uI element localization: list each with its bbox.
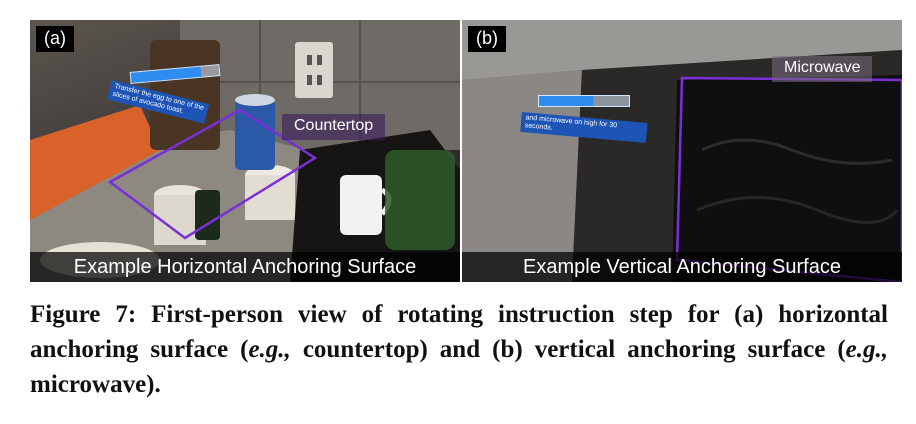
figure-panels: Transfer the egg to one of the slices of… xyxy=(30,20,902,282)
caption-eg: e.g., xyxy=(248,336,291,363)
bottle xyxy=(195,190,220,240)
orange-box xyxy=(30,105,160,220)
anchor-label: Microwave xyxy=(772,56,873,82)
panel-caption: Example Vertical Anchoring Surface xyxy=(462,252,902,282)
countertop-scene xyxy=(30,20,460,282)
green-jar xyxy=(385,150,455,250)
paper-cup xyxy=(245,175,295,220)
progress-fill xyxy=(539,96,593,106)
caption-mid: countertop) and (b) vertical anchoring s… xyxy=(290,336,846,363)
caption-eg: e.g., xyxy=(845,336,889,363)
white-mug xyxy=(340,175,382,235)
wall-outlet xyxy=(295,42,333,98)
anchor-outline-horizontal xyxy=(107,108,318,240)
panel-label: (b) xyxy=(468,26,506,52)
figure-caption: Figure 7: First-person view of rotating … xyxy=(30,297,888,402)
panel-caption: Example Horizontal Anchoring Surface xyxy=(30,252,460,282)
progress-bar xyxy=(538,95,630,107)
cabinet-top xyxy=(462,20,902,80)
anchor-label: Countertop xyxy=(282,114,386,140)
can xyxy=(235,100,275,170)
caption-tail: microwave). xyxy=(30,371,161,398)
microwave-scene xyxy=(462,20,902,282)
panel-b-vertical: and microwave on high for 30 seconds. Mi… xyxy=(462,20,902,282)
caption-lead: Figure 7: First-person view of rotating … xyxy=(30,301,888,363)
panel-a-horizontal: Transfer the egg to one of the slices of… xyxy=(30,20,460,282)
microwave-window xyxy=(672,75,902,282)
panel-label: (a) xyxy=(36,26,74,52)
